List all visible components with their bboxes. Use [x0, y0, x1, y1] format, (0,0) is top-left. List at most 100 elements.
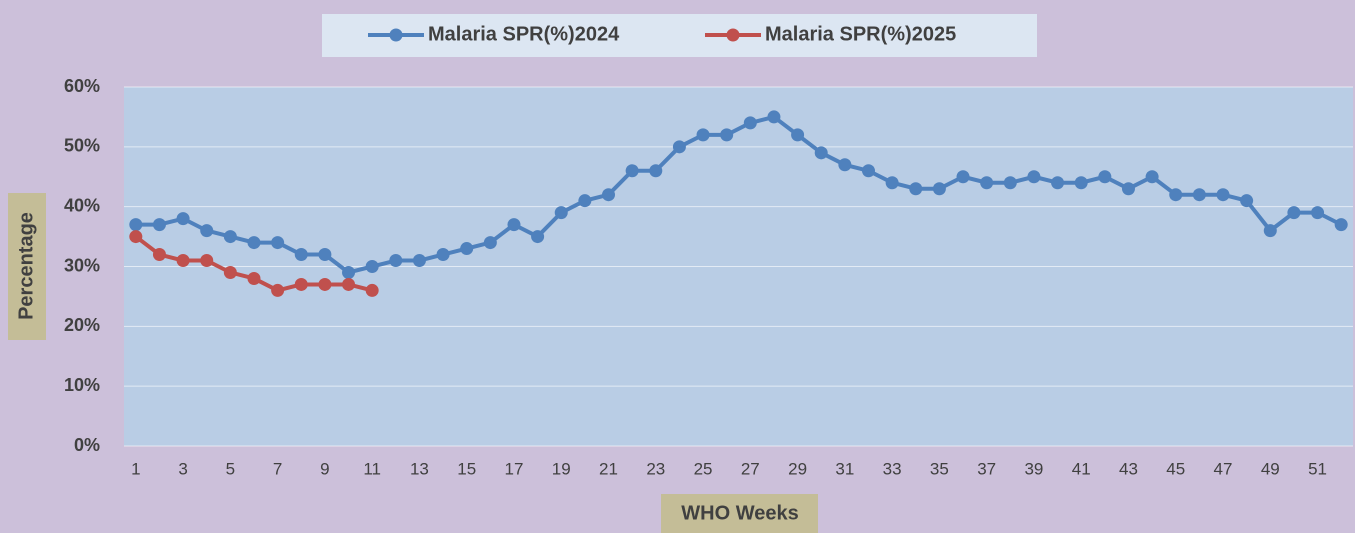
x-tick-label: 47: [1214, 459, 1233, 478]
data-point: [176, 254, 190, 268]
x-tick-label: 43: [1119, 459, 1138, 478]
data-point: [247, 271, 261, 285]
x-tick-label: 29: [788, 459, 807, 478]
data-point: [1145, 170, 1159, 184]
x-tick-label: 25: [694, 459, 713, 478]
legend-label: Malaria SPR(%)2024: [428, 23, 620, 45]
x-tick-label: 3: [178, 459, 187, 478]
data-point: [271, 236, 285, 250]
data-point: [271, 283, 285, 297]
data-point: [932, 182, 946, 196]
x-tick-label: 27: [741, 459, 760, 478]
data-point: [861, 164, 875, 178]
data-point: [176, 212, 190, 226]
data-point: [389, 254, 403, 268]
data-point: [318, 248, 332, 262]
data-point: [152, 218, 166, 232]
data-point: [602, 188, 616, 202]
legend-box: [322, 14, 1037, 57]
y-tick-label: 50%: [64, 136, 100, 156]
data-point: [507, 218, 521, 232]
data-point: [1051, 176, 1065, 190]
data-point: [223, 230, 237, 244]
data-point: [247, 236, 261, 250]
data-point: [885, 176, 899, 190]
x-tick-label: 39: [1024, 459, 1043, 478]
x-tick-label: 7: [273, 459, 282, 478]
data-point: [720, 128, 734, 142]
legend-marker: [389, 28, 403, 42]
x-title-box: [661, 494, 818, 533]
data-point: [1192, 188, 1206, 202]
legend-marker: [726, 28, 740, 42]
y-tick-label: 30%: [64, 255, 100, 275]
x-tick-label: 15: [457, 459, 476, 478]
data-point: [152, 248, 166, 262]
x-tick-label: 33: [883, 459, 902, 478]
legend-label: Malaria SPR(%)2025: [765, 23, 956, 45]
y-tick-label: 0%: [74, 435, 100, 455]
data-point: [1169, 188, 1183, 202]
x-tick-label: 51: [1308, 459, 1327, 478]
data-point: [1334, 218, 1348, 232]
data-point: [1216, 188, 1230, 202]
x-tick-label: 37: [977, 459, 996, 478]
data-point: [554, 206, 568, 220]
data-point: [625, 164, 639, 178]
data-point: [767, 110, 781, 124]
data-point: [696, 128, 710, 142]
data-point: [1263, 224, 1277, 238]
data-point: [909, 182, 923, 196]
x-tick-label: 1: [131, 459, 140, 478]
data-point: [1240, 194, 1254, 208]
y-tick-label: 20%: [64, 315, 100, 335]
data-point: [1287, 206, 1301, 220]
data-point: [460, 242, 474, 256]
x-tick-label: 21: [599, 459, 618, 478]
data-point: [342, 277, 356, 291]
data-point: [1311, 206, 1325, 220]
data-point: [956, 170, 970, 184]
x-tick-label: 49: [1261, 459, 1280, 478]
data-point: [578, 194, 592, 208]
data-point: [1027, 170, 1041, 184]
y-tick-label: 60%: [64, 76, 100, 96]
data-point: [294, 248, 308, 262]
data-point: [649, 164, 663, 178]
data-point: [838, 158, 852, 172]
data-point: [223, 265, 237, 279]
x-tick-label: 35: [930, 459, 949, 478]
y-title-box: [8, 193, 46, 340]
data-point: [1098, 170, 1112, 184]
series-line: [135, 114, 1343, 275]
data-point: [200, 254, 214, 268]
data-point: [129, 218, 143, 232]
data-point: [1121, 182, 1135, 196]
x-axis-title: WHO Weeks: [681, 502, 798, 524]
data-point: [743, 116, 757, 130]
data-point: [365, 283, 379, 297]
data-point: [129, 230, 143, 244]
data-point: [412, 254, 426, 268]
x-tick-label: 45: [1166, 459, 1185, 478]
data-point: [294, 277, 308, 291]
x-tick-label: 13: [410, 459, 429, 478]
data-point: [814, 146, 828, 160]
data-point: [1074, 176, 1088, 190]
data-point: [1003, 176, 1017, 190]
data-point: [318, 277, 332, 291]
data-point: [436, 248, 450, 262]
data-point: [791, 128, 805, 142]
x-tick-label: 41: [1072, 459, 1091, 478]
y-tick-label: 40%: [64, 195, 100, 215]
data-point: [342, 265, 356, 279]
x-tick-label: 23: [646, 459, 665, 478]
x-tick-label: 9: [320, 459, 329, 478]
data-point: [200, 224, 214, 238]
data-point: [980, 176, 994, 190]
x-tick-label: 11: [363, 459, 381, 478]
x-tick-label: 19: [552, 459, 571, 478]
y-tick-label: 10%: [64, 375, 100, 395]
data-point: [365, 260, 379, 273]
